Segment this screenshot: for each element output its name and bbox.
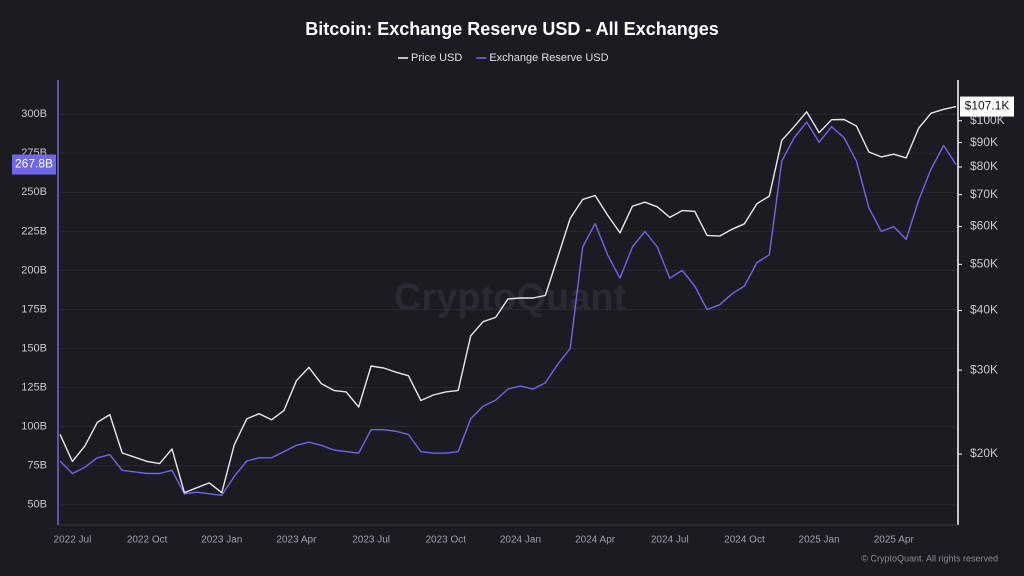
legend-label: Exchange Reserve USD: [489, 52, 608, 64]
y2-tick-label: $20K: [970, 446, 998, 460]
y-tick-label: 75B: [27, 460, 47, 472]
y-tick-label: 300B: [21, 108, 47, 120]
y-tick-label: 100B: [21, 421, 47, 433]
y-tick-label: 50B: [27, 499, 47, 511]
x-tick-label: 2022 Jul: [54, 535, 92, 546]
y-tick-label: 200B: [21, 264, 47, 276]
legend-label: Price USD: [411, 52, 462, 64]
y2-tick-label: $90K: [970, 135, 998, 149]
current-value-badge: [960, 96, 1014, 117]
chart-title: Bitcoin: Exchange Reserve USD - All Exch…: [305, 19, 718, 39]
y-tick-label: 175B: [21, 303, 47, 315]
series-line: [59, 121, 957, 496]
y2-tick-label: $40K: [970, 303, 998, 317]
source: © CryptoQuant. All rights reserved: [861, 553, 998, 563]
y-tick-label: 125B: [21, 381, 47, 393]
y2-tick-label: $30K: [970, 362, 998, 376]
watermark: CryptoQuant: [394, 277, 627, 319]
current-value-label: $107.1K: [965, 99, 1010, 113]
x-tick-label: 2023 Jan: [201, 535, 242, 546]
x-tick-label: 2025 Apr: [874, 535, 915, 546]
series-line: [59, 105, 957, 494]
x-tick-label: 2024 Oct: [724, 535, 765, 546]
x-tick-label: 2023 Jul: [352, 535, 390, 546]
x-tick-label: 2024 Apr: [575, 535, 616, 546]
y-tick-label: 225B: [21, 225, 47, 237]
x-tick-label: 2022 Oct: [127, 535, 168, 546]
x-tick-label: 2023 Oct: [425, 535, 466, 546]
y-tick-label: 250B: [21, 186, 47, 198]
x-tick-label: 2025 Jan: [799, 535, 840, 546]
current-value-label: 267.8B: [15, 157, 53, 171]
x-tick-label: 2024 Jul: [651, 535, 689, 546]
y2-tick-label: $70K: [970, 187, 998, 201]
x-tick-label: 2024 Jan: [500, 535, 541, 546]
y-tick-label: 150B: [21, 342, 47, 354]
y2-tick-label: $50K: [970, 256, 998, 270]
y2-tick-label: $80K: [970, 159, 998, 173]
y2-tick-label: $60K: [970, 219, 998, 233]
x-tick-label: 2023 Apr: [276, 535, 317, 546]
current-value-badge: [12, 154, 56, 175]
